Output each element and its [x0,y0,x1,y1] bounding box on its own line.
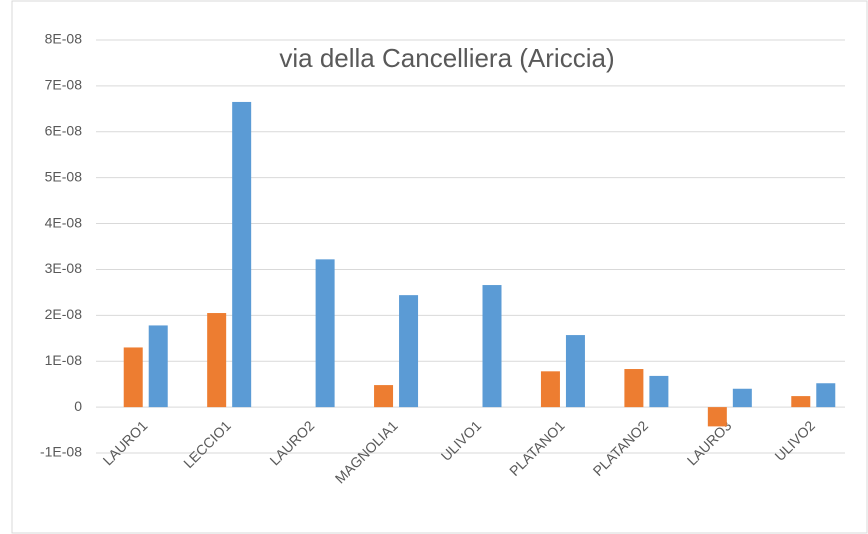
bar [148,325,168,408]
y-tick-label: 2E-08 [45,306,83,322]
bar [540,371,560,408]
chart-frame [11,0,868,534]
bar [816,383,836,408]
bar [791,396,811,408]
y-tick-label: 5E-08 [45,168,83,184]
bar [399,295,419,408]
bar [374,385,394,408]
bar [732,388,752,408]
bar [707,407,727,427]
bar [565,335,585,408]
y-tick-label: 6E-08 [45,122,83,138]
y-tick-label: 7E-08 [45,77,83,93]
bar [315,259,335,408]
y-tick-label: -1E-08 [40,444,82,460]
bar [482,285,502,408]
bar [123,347,143,408]
bar [232,101,252,408]
y-tick-label: 3E-08 [45,260,83,276]
y-tick-label: 4E-08 [45,214,83,230]
y-tick-label: 1E-08 [45,352,83,368]
bar [649,375,669,408]
chart-title: via della Cancelliera (Ariccia) [279,43,614,73]
y-tick-label: 8E-08 [45,31,83,47]
bar [207,313,227,408]
y-tick-label: 0 [74,398,82,414]
bar [624,369,644,408]
